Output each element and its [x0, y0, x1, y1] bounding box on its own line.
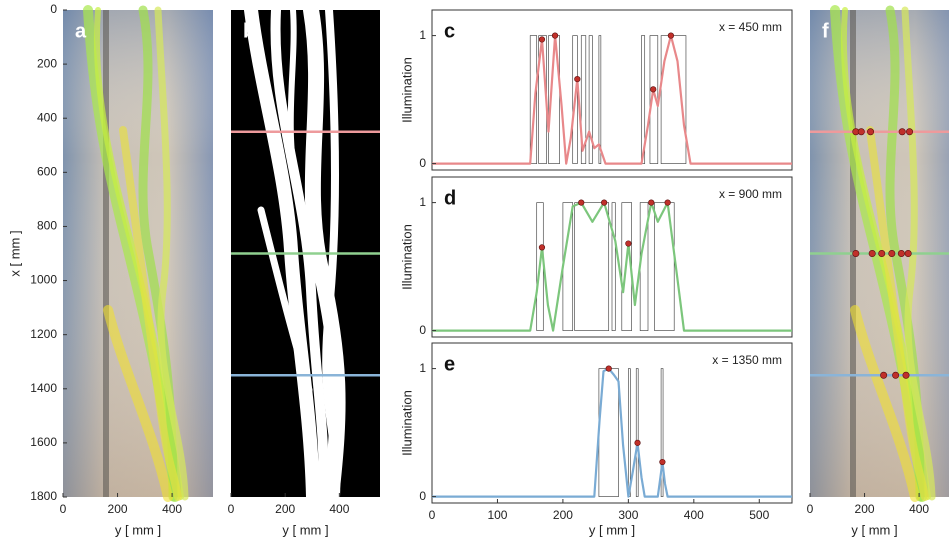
y-tick-label: 400 [37, 110, 57, 124]
annotation: x = 900 mm [719, 187, 782, 201]
x-tick-label: 200 [108, 502, 128, 516]
x-tick-label: 400 [684, 508, 704, 522]
y-tick-label: 1 [419, 28, 426, 42]
x-tick-label: 200 [855, 502, 875, 516]
peak-dot [605, 365, 612, 372]
panel-letter: f [822, 20, 829, 42]
y-tick-label: 800 [37, 219, 57, 233]
y-axis-label: x [ mm ] [7, 230, 22, 276]
panel-letter: c [444, 20, 455, 42]
panel-letter: e [444, 353, 455, 375]
y-tick-label: 1800 [30, 489, 57, 503]
plot-frame [431, 342, 793, 504]
x-tick-label: 0 [228, 502, 235, 516]
peak-position-dot [902, 371, 910, 379]
y-axis-label: Illumination [399, 57, 414, 123]
x-axis-label: y [ mm ] [851, 522, 897, 537]
y-tick-label: 200 [37, 56, 57, 70]
peak-position-dot [888, 250, 896, 258]
x-tick-label: 0 [60, 502, 67, 516]
x-axis-label: y [ mm ] [282, 522, 328, 537]
binary-segment [588, 35, 593, 164]
y-tick-label: 0 [50, 2, 57, 16]
peak-dot [601, 199, 608, 206]
x-tick-label: 100 [487, 508, 507, 522]
peak-position-dot [878, 250, 886, 258]
peak-dot [578, 199, 585, 206]
peak-dot [659, 458, 666, 466]
peak-position-dot [867, 128, 875, 136]
x-axis-label: y [ mm ] [115, 522, 161, 537]
plot-frame [431, 9, 793, 171]
binary-segment [635, 368, 639, 497]
peak-position-dot [852, 250, 860, 258]
peak-position-dot [898, 128, 906, 136]
peak-dot [650, 86, 657, 93]
annotation: x = 450 mm [719, 20, 782, 34]
x-tick-label: 0 [807, 502, 814, 516]
binary-segment [529, 35, 538, 164]
y-tick-label: 0 [419, 323, 426, 337]
y-tick-label: 600 [37, 165, 57, 179]
peak-position-dot [868, 250, 876, 258]
binary-segment [611, 202, 616, 331]
x-tick-label: 400 [162, 502, 182, 516]
photo-image [63, 10, 213, 497]
x-tick-label: 400 [909, 502, 929, 516]
peak-dot [538, 244, 546, 251]
annotation: x = 1350 mm [712, 353, 782, 367]
y-tick-label: 0 [419, 489, 426, 503]
panel-letter: b [243, 20, 255, 42]
x-tick-label: 200 [553, 508, 573, 522]
y-tick-label: 1000 [30, 273, 57, 287]
peak-dot [625, 240, 632, 247]
peak-dot [667, 32, 675, 39]
y-tick-label: 0 [419, 156, 426, 170]
binary-segment [598, 35, 602, 164]
y-axis-label: Illumination [399, 224, 414, 290]
peak-position-dot [897, 250, 905, 258]
y-tick-label: 1200 [30, 327, 57, 341]
x-tick-label: 500 [749, 508, 769, 522]
binary-segment [641, 35, 646, 164]
x-tick-label: 400 [329, 502, 349, 516]
illumination-line [432, 201, 792, 332]
peak-dot [664, 199, 671, 206]
peak-dot [551, 32, 559, 39]
y-tick-label: 1 [419, 361, 426, 375]
peak-position-dot [904, 250, 912, 258]
binary-segment [654, 202, 675, 331]
y-tick-label: 1600 [30, 435, 57, 449]
peak-dot [634, 439, 641, 446]
y-tick-label: 1 [419, 195, 426, 209]
peak-position-dot [857, 128, 865, 136]
y-tick-label: 1400 [30, 381, 57, 395]
peak-position-dot [906, 128, 914, 136]
binary-segment [660, 368, 664, 497]
x-tick-label: 300 [618, 508, 638, 522]
x-tick-label: 0 [429, 508, 436, 522]
y-axis-label: Illumination [399, 390, 414, 456]
peak-position-dot [880, 371, 888, 379]
binary-segment [574, 202, 610, 331]
panel-letter: a [75, 20, 87, 42]
peak-dot [538, 36, 546, 43]
peak-dot [574, 76, 581, 83]
peak-position-dot [892, 371, 900, 379]
panel-letter: d [444, 187, 456, 209]
x-axis-label: y [ mm ] [589, 522, 635, 537]
peak-dot [648, 199, 655, 206]
binary-segment [580, 35, 587, 164]
x-tick-label: 200 [275, 502, 295, 516]
binary-segment [572, 35, 578, 164]
